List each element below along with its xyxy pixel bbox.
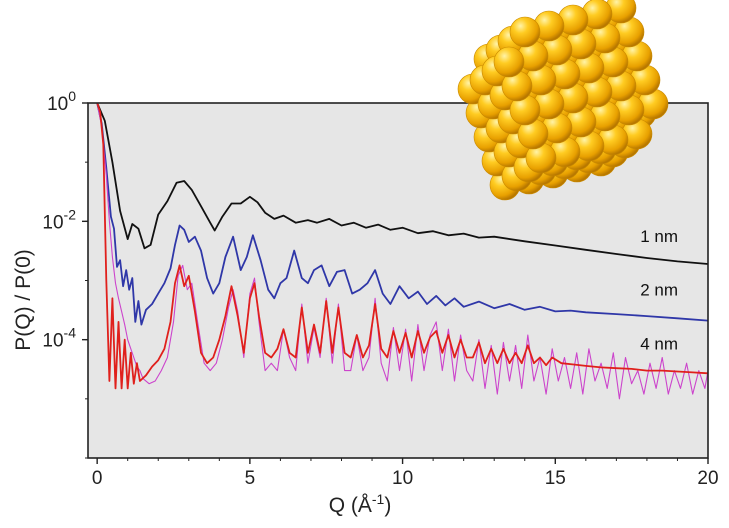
series-line-1nm bbox=[96, 103, 708, 265]
series-labels: 1 nm 2 nm 4 nm bbox=[640, 227, 678, 354]
x-axis-title: Q (Å-1) bbox=[329, 491, 392, 517]
y-tick-label: 10-2 bbox=[42, 206, 76, 233]
series-label: 2 nm bbox=[640, 280, 678, 299]
series-label: 1 nm bbox=[640, 227, 678, 246]
series-line-4nm bbox=[96, 103, 708, 390]
sphere bbox=[509, 16, 541, 48]
y-tick-base: 10 bbox=[42, 331, 63, 352]
y-tick-exponent: 0 bbox=[68, 88, 76, 104]
y-tick-base: 10 bbox=[42, 212, 63, 233]
y-tick-label: 10-4 bbox=[42, 325, 76, 352]
series-layer bbox=[96, 103, 708, 400]
y-tick-exponent: -4 bbox=[64, 325, 77, 341]
series-line-2nm bbox=[96, 103, 708, 326]
x-axis-title-main: Q (Å bbox=[329, 494, 372, 517]
series-label: 4 nm bbox=[640, 335, 678, 354]
y-tick-base: 10 bbox=[47, 94, 68, 115]
x-tick-label: 5 bbox=[245, 468, 256, 489]
x-tick-label: 0 bbox=[92, 468, 103, 489]
x-tick-label: 20 bbox=[697, 468, 718, 489]
x-tick-label: 10 bbox=[392, 468, 413, 489]
x-axis: 0 5 10 15 20 bbox=[92, 458, 719, 489]
sphere bbox=[493, 46, 525, 78]
y-tick-exponent: -2 bbox=[64, 206, 77, 222]
nanoparticle-cluster-icon bbox=[457, 0, 669, 201]
x-axis-title-exponent: -1 bbox=[372, 491, 385, 507]
y-tick-label: 100 bbox=[47, 88, 76, 115]
y-axis-title: P(Q) / P(0) bbox=[12, 249, 35, 351]
x-axis-title-close: ) bbox=[384, 494, 391, 517]
x-tick-label: 15 bbox=[545, 468, 566, 489]
